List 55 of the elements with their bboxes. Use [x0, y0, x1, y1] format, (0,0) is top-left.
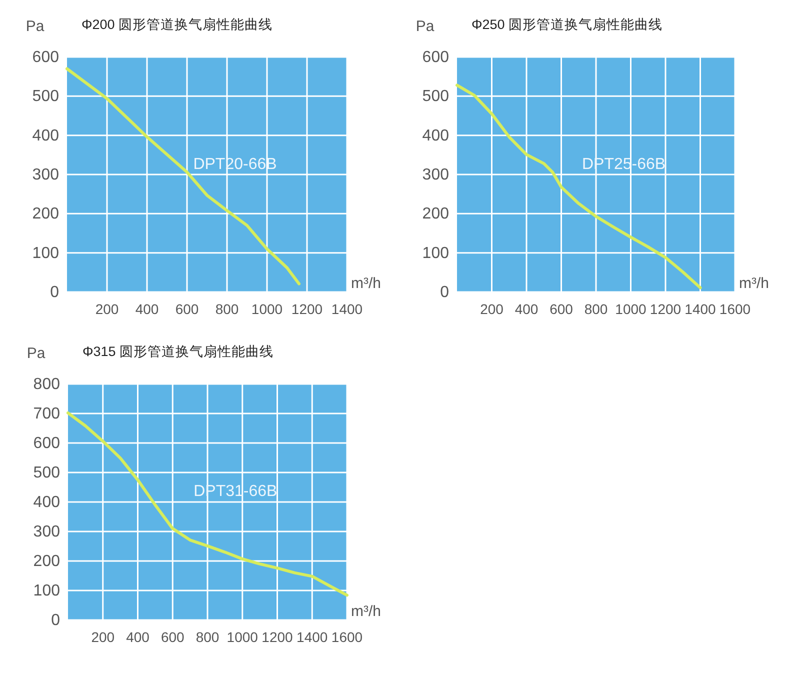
- y-tick-label: 0: [50, 284, 60, 301]
- x-tick-label: 1400: [296, 629, 328, 645]
- x-tick-label: 1600: [719, 301, 751, 317]
- y-tick-label: 300: [32, 166, 60, 184]
- x-tick-label: 1000: [615, 301, 647, 317]
- y-tick-label: 400: [422, 127, 450, 144]
- x-tick-label: 200: [95, 301, 119, 317]
- x-tick-label: 800: [584, 301, 608, 317]
- y-tick-label: 400: [32, 127, 60, 144]
- x-tick-label: 1200: [291, 301, 323, 317]
- y-tick-label: 400: [33, 494, 60, 511]
- x-tick-label: 1400: [331, 301, 363, 317]
- y-axis-title: Pa: [26, 345, 46, 362]
- x-tick-label: 800: [215, 301, 239, 317]
- x-tick-label: 200: [91, 629, 115, 645]
- y-tick-label: 300: [33, 524, 60, 540]
- x-tick-label: 200: [480, 301, 504, 317]
- y-tick-label: 200: [422, 206, 450, 223]
- y-tick-label: 200: [33, 553, 60, 570]
- y-tick-label: 500: [33, 464, 60, 482]
- y-tick-label: 600: [422, 49, 450, 66]
- x-tick-label: 1000: [226, 629, 258, 645]
- x-tick-label: 1000: [251, 301, 283, 317]
- y-tick-label: 100: [32, 244, 60, 262]
- x-tick-label: 400: [514, 301, 538, 317]
- y-tick-label: 500: [422, 88, 450, 106]
- y-tick-label: 700: [33, 406, 60, 422]
- x-tick-label: 600: [550, 301, 574, 317]
- x-axis-title: m³/h: [351, 275, 381, 292]
- x-tick-label: 400: [126, 629, 150, 645]
- chart-title: Φ250 圆形管道换气扇性能曲线: [471, 17, 663, 32]
- x-tick-label: 1200: [262, 629, 294, 645]
- y-axis-title: Pa: [26, 18, 45, 35]
- y-tick-label: 0: [440, 284, 450, 301]
- y-tick-label: 200: [32, 206, 60, 223]
- x-axis-title: m³/h: [739, 275, 769, 292]
- y-tick-label: 0: [51, 612, 60, 629]
- y-tick-label: 100: [422, 244, 450, 262]
- chart-title: Φ200 圆形管道换气扇性能曲线: [81, 17, 273, 32]
- y-tick-label: 600: [32, 49, 60, 66]
- chart-title: Φ315 圆形管道换气扇性能曲线: [82, 344, 274, 359]
- x-tick-label: 800: [196, 629, 220, 645]
- x-tick-label: 1200: [650, 301, 682, 317]
- y-tick-label: 600: [33, 435, 60, 452]
- y-tick-label: 500: [32, 88, 60, 106]
- y-tick-label: 100: [33, 582, 60, 600]
- y-axis-title: Pa: [416, 18, 435, 35]
- x-tick-label: 600: [175, 301, 199, 317]
- x-tick-label: 600: [160, 629, 185, 645]
- x-tick-label: 400: [135, 301, 159, 317]
- y-tick-label: 300: [422, 166, 450, 184]
- x-tick-label: 1600: [331, 629, 363, 645]
- x-axis-title: m³/h: [351, 603, 381, 620]
- x-tick-label: 1400: [684, 301, 716, 317]
- y-tick-label: 800: [33, 376, 60, 393]
